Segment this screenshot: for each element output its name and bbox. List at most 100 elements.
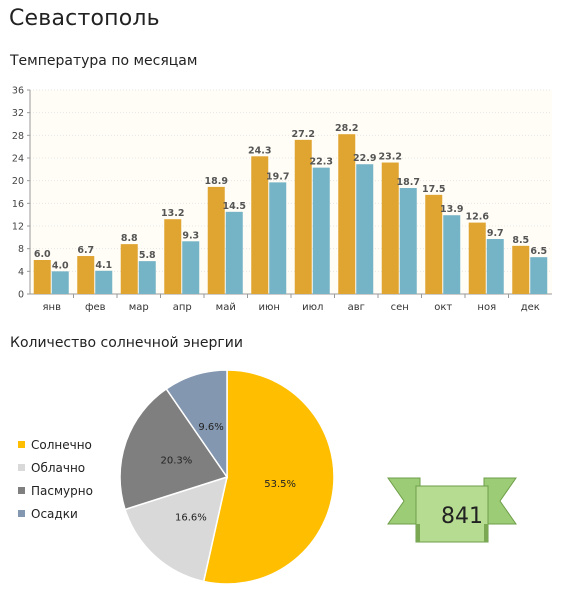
bar-series-1 [251, 156, 269, 294]
bar-data-label: 17.5 [422, 184, 445, 195]
bar-series-1 [468, 222, 486, 294]
sun-pie-chart: 53.5% 16.6% 20.3% 9.6% [119, 369, 335, 585]
y-tick-label: 24 [12, 154, 24, 165]
y-tick-label: 32 [12, 108, 24, 119]
ribbon-badge [387, 477, 517, 543]
badge-value: 841 [441, 503, 483, 529]
x-tick-label: май [216, 302, 236, 313]
bar-series-1 [33, 260, 51, 294]
legend-swatch [18, 510, 25, 517]
bar-series-2 [182, 241, 200, 294]
y-tick-label: 20 [12, 176, 24, 187]
bar-series-2 [399, 188, 417, 294]
bar-data-label: 24.3 [248, 145, 271, 156]
bar-series-1 [425, 194, 443, 294]
bar-data-label: 6.0 [34, 249, 51, 260]
bar-data-label: 8.5 [512, 235, 529, 246]
bar-data-label: 5.8 [139, 250, 156, 261]
legend-swatch [18, 487, 25, 494]
legend-item: Пасмурно [18, 479, 93, 502]
bar-series-1 [294, 139, 312, 294]
y-tick-label: 12 [12, 222, 24, 233]
temperature-chart-title: Температура по месяцам [10, 53, 198, 69]
x-tick-label: окт [434, 302, 452, 313]
x-tick-label: дек [521, 302, 540, 313]
bar-series-1 [77, 256, 95, 294]
ribbon-fold-right [484, 524, 488, 542]
legend-label: Пасмурно [31, 483, 93, 498]
legend-item: Облачно [18, 456, 93, 479]
bar-series-1 [381, 162, 399, 294]
bar-data-label: 18.9 [205, 176, 228, 187]
bar-series-2 [51, 271, 69, 294]
bar-series-1 [120, 244, 138, 294]
pie-slice [119, 387, 229, 511]
pie-slice [165, 369, 228, 480]
bar-series-1 [207, 186, 225, 294]
bar-series-2 [530, 257, 548, 294]
bar-data-label: 6.5 [530, 246, 547, 257]
bar-data-label: 27.2 [292, 129, 315, 140]
bar-data-label: 18.7 [397, 177, 420, 188]
y-tick-label: 36 [12, 86, 24, 97]
x-tick-label: сен [391, 302, 409, 313]
pie-legend: Солнечно Облачно Пасмурно Осадки [18, 433, 93, 525]
bar-data-label: 9.3 [182, 230, 199, 241]
legend-label: Солнечно [31, 437, 92, 452]
bar-series-2 [486, 239, 504, 294]
bar-series-2 [225, 211, 243, 294]
bar-series-2 [138, 261, 156, 294]
bar-data-label: 22.3 [310, 157, 333, 168]
sun-chart-title: Количество солнечной энергии [10, 335, 243, 351]
legend-swatch [18, 441, 25, 448]
bar-series-2 [356, 164, 374, 294]
legend-item: Солнечно [18, 433, 93, 456]
bar-series-2 [95, 270, 113, 294]
bar-series-1 [512, 245, 530, 294]
x-tick-label: июл [302, 302, 323, 313]
bar-data-label: 8.8 [121, 233, 138, 244]
bar-data-label: 14.5 [223, 201, 246, 212]
x-tick-label: июн [259, 302, 280, 313]
y-tick-label: 28 [12, 131, 24, 142]
bar-data-label: 4.1 [95, 260, 112, 271]
bar-data-label: 13.2 [161, 208, 184, 219]
bar-data-label: 6.7 [77, 245, 94, 256]
ribbon-fold-left [416, 524, 420, 542]
pie-slice-label: 20.3% [160, 456, 192, 467]
ribbon-left-tail [387, 477, 421, 525]
x-tick-label: фев [85, 302, 106, 313]
pie-slice-label: 16.6% [175, 512, 207, 523]
temperature-bar-chart: 0 4 8 12 16 20 24 28 32 36 янв 6.04.0 фев 6.74.1 мар 8.… [12, 86, 552, 313]
x-tick-label: мар [129, 302, 149, 313]
pie-slice-label: 53.5% [264, 479, 296, 490]
bar-series-2 [312, 167, 330, 294]
pie-slice-label: 9.6% [198, 422, 223, 433]
plot-area [30, 90, 552, 294]
bar-series-2 [269, 182, 287, 294]
bar-data-label: 23.2 [379, 152, 402, 163]
bar-data-label: 28.2 [335, 123, 358, 134]
x-tick-label: апр [173, 302, 192, 313]
legend-label: Облачно [31, 460, 86, 475]
y-tick-label: 8 [18, 244, 24, 255]
y-tick-label: 0 [18, 290, 24, 301]
x-tick-label: янв [43, 302, 62, 313]
bar-data-label: 13.9 [440, 204, 463, 215]
y-tick-label: 16 [12, 199, 24, 210]
pie-slice [202, 369, 335, 585]
bar-series-1 [164, 219, 182, 294]
pie-slice [124, 475, 229, 583]
legend-label: Осадки [31, 506, 78, 521]
bar-data-label: 19.7 [266, 171, 289, 182]
x-tick-label: ноя [477, 302, 496, 313]
bar-data-label: 12.6 [466, 212, 490, 223]
ribbon-center [415, 485, 489, 543]
bar-data-label: 9.7 [487, 228, 504, 239]
bar-series-2 [443, 215, 461, 294]
page-title: Севастополь [9, 6, 160, 31]
x-tick-label: авг [348, 302, 365, 313]
y-tick-label: 4 [18, 267, 24, 278]
bar-data-label: 4.0 [52, 260, 69, 271]
bar-series-1 [338, 134, 356, 294]
